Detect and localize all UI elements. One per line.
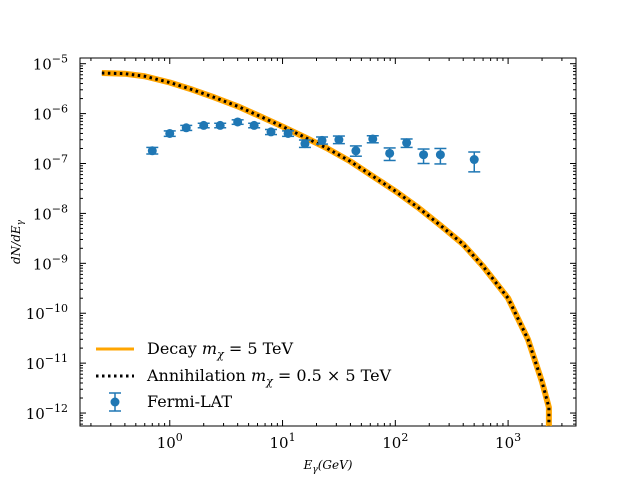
- y-tick-label: 10−8: [33, 202, 68, 223]
- data-point: [351, 146, 361, 156]
- x-axis-label: Eγ(GeV): [303, 458, 353, 475]
- y-tick-label-base: 10: [33, 56, 52, 74]
- y-tick-label: 10−10: [26, 302, 68, 323]
- data-point: [233, 117, 243, 127]
- y-tick-label-exp: −5: [52, 53, 68, 66]
- data-point: [165, 128, 175, 138]
- legend-sub: χ: [265, 375, 274, 388]
- x-axis-ticks: 100 101 102 103: [90, 58, 577, 452]
- data-point: [266, 127, 276, 137]
- series-layer: [101, 70, 552, 426]
- x-label-unit: (GeV): [318, 458, 353, 472]
- legend-sub: χ: [216, 348, 225, 361]
- data-point: [199, 120, 209, 130]
- y-tick-label: 10−11: [26, 352, 68, 373]
- x-label-E: E: [303, 458, 313, 472]
- x-tick-label-exp: 0: [176, 431, 183, 444]
- data-point: [385, 148, 395, 158]
- plot-frame: [79, 57, 577, 427]
- y-tick-label: 10−5: [33, 53, 68, 74]
- legend-label-0: Decay mχ = 5 TeV: [147, 339, 294, 361]
- x-tick-label-base: 10: [382, 434, 401, 452]
- data-point: [300, 139, 310, 149]
- y-tick-label-base: 10: [26, 355, 45, 373]
- y-tick-label-exp: −6: [52, 103, 68, 116]
- legend-label-text: Decay: [147, 339, 202, 358]
- x-tick-label-exp: 1: [289, 431, 296, 444]
- y-tick-label-exp: −11: [45, 352, 68, 365]
- x-tick-label-exp: 3: [514, 431, 521, 444]
- legend-label-text: Annihilation: [146, 366, 251, 385]
- x-tick-label-base: 10: [157, 434, 176, 452]
- y-tick-label-exp: −12: [45, 402, 68, 415]
- x-tick-label: 103: [495, 431, 521, 452]
- legend-math: m: [202, 339, 217, 358]
- series-line-1: [101, 71, 551, 426]
- y-tick-label: 10−7: [33, 153, 68, 174]
- data-point: [334, 135, 344, 145]
- legend-label-2: Fermi-LAT: [147, 392, 232, 411]
- x-tick-label-base: 10: [269, 434, 288, 452]
- y-tick-label-base: 10: [26, 305, 45, 323]
- y-tick-label-exp: −9: [52, 252, 68, 265]
- y-label-sub: γ: [16, 219, 26, 225]
- data-point: [368, 134, 378, 144]
- x-tick-label-exp: 2: [401, 431, 408, 444]
- data-point: [215, 120, 225, 130]
- x-tick-label: 102: [382, 431, 408, 452]
- x-tick-label: 101: [269, 431, 295, 452]
- y-axis-label: dN/dEγ: [9, 219, 26, 264]
- data-point: [435, 150, 445, 160]
- data-point: [402, 138, 412, 148]
- y-tick-label-base: 10: [33, 205, 52, 223]
- data-point: [181, 123, 191, 133]
- data-point: [469, 155, 479, 165]
- y-tick-label-base: 10: [33, 156, 52, 174]
- x-tick-label: 100: [157, 431, 183, 452]
- legend-rest: = 5 TeV: [224, 339, 294, 358]
- y-tick-label-exp: −8: [52, 202, 68, 215]
- y-tick-label: 10−12: [26, 402, 68, 423]
- y-tick-label: 10−9: [33, 252, 68, 273]
- data-point: [317, 135, 327, 145]
- x-label-sub: γ: [312, 465, 318, 475]
- data-point: [419, 150, 429, 160]
- legend-math: m: [251, 366, 266, 385]
- legend-label-1: Annihilation mχ = 0.5 × 5 TeV: [146, 366, 392, 388]
- data-point: [147, 146, 157, 156]
- legend-marker: [110, 397, 120, 407]
- y-tick-label-base: 10: [33, 106, 52, 124]
- y-tick-label-exp: −7: [52, 153, 68, 166]
- data-point: [249, 120, 259, 130]
- legend-label-text: Fermi-LAT: [147, 392, 232, 411]
- series-errorbar-2: [146, 117, 481, 173]
- y-tick-label-base: 10: [26, 405, 45, 423]
- y-tick-label-base: 10: [33, 255, 52, 273]
- data-point: [283, 128, 293, 138]
- legend-rest: = 0.5 × 5 TeV: [273, 366, 392, 385]
- y-tick-label: 10−6: [33, 103, 68, 124]
- y-label-main: dN/dE: [9, 225, 23, 264]
- x-tick-label-base: 10: [495, 434, 514, 452]
- y-tick-label-exp: −10: [45, 302, 68, 315]
